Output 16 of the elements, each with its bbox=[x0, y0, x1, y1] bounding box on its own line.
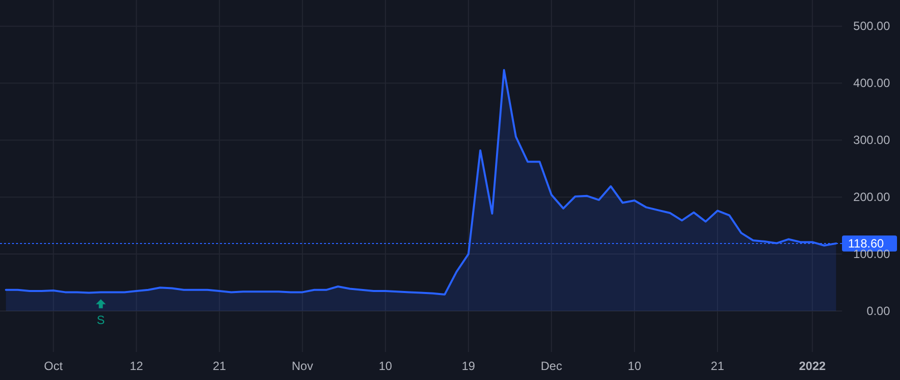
annotation: S bbox=[96, 313, 105, 328]
x-tick-label: 10 bbox=[378, 359, 392, 373]
x-tick-label: 21 bbox=[710, 359, 724, 373]
x-tick-label: 10 bbox=[628, 359, 642, 373]
y-tick-label: 200.00 bbox=[853, 190, 890, 204]
x-tick-label: Nov bbox=[292, 359, 314, 373]
x-tick-label: 12 bbox=[130, 359, 144, 373]
y-tick-label: 300.00 bbox=[853, 133, 890, 148]
x-tick-label: 21 bbox=[212, 359, 226, 373]
x-tick-label: 19 bbox=[462, 359, 476, 373]
x-tick-label: Dec bbox=[540, 359, 562, 373]
x-tick-label: Oct bbox=[44, 359, 64, 373]
x-tick-label: 2022 bbox=[799, 359, 826, 373]
y-tick-label: 400.00 bbox=[853, 76, 890, 90]
y-tick-label: 0.00 bbox=[866, 304, 890, 318]
y-tick-label: 500.00 bbox=[853, 19, 890, 34]
